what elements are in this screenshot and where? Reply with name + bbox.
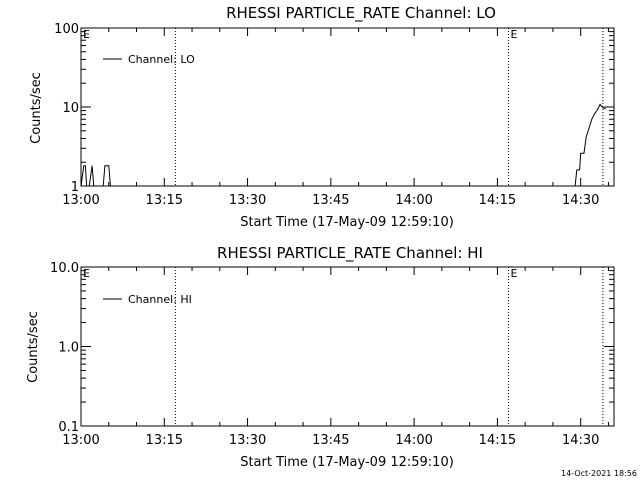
y-tick-label: 1.0 <box>58 341 79 356</box>
x-tick-label: 13:45 <box>312 433 349 448</box>
x-tick-label: 14:15 <box>479 193 516 208</box>
x-tick-label: 13:00 <box>62 433 99 448</box>
y-tick-label: 10.0 <box>50 261 79 276</box>
y-tick-label: 10 <box>62 101 79 116</box>
y-axis-label: Counts/sec <box>29 72 44 144</box>
x-tick-label: 13:15 <box>146 433 183 448</box>
x-tick-label: 13:00 <box>62 193 99 208</box>
eclipse-marker: E <box>511 267 518 280</box>
x-axis-label: Start Time (17-May-09 12:59:10) <box>240 455 454 470</box>
x-tick-label: 14:15 <box>479 433 516 448</box>
y-axis: 1 10 100 <box>54 22 614 195</box>
x-tick-label: 13:45 <box>312 193 349 208</box>
footer-date: 14-Oct-2021 18:56 <box>561 469 637 478</box>
chart-title: RHESSI PARTICLE_RATE Channel: LO <box>226 4 496 23</box>
series-lines <box>80 103 606 187</box>
legend-label: Channel: LO <box>128 53 195 66</box>
plot-frame <box>80 266 615 427</box>
y-tick-label: 0.1 <box>58 420 79 435</box>
eclipse-marker: E <box>83 28 90 41</box>
eclipse-marker: E <box>83 267 90 280</box>
x-axis-label: Start Time (17-May-09 12:59:10) <box>240 215 454 230</box>
legend: Channel: HI <box>103 293 192 306</box>
x-tick-label: 14:00 <box>395 433 432 448</box>
y-axis-label: Counts/sec <box>26 311 41 383</box>
y-axis: 0.1 1.0 10.0 <box>50 261 614 435</box>
plot-frame <box>80 27 615 187</box>
x-tick-label: 13:30 <box>229 193 266 208</box>
series-line <box>80 103 606 187</box>
chart-title: RHESSI PARTICLE_RATE Channel: HI <box>217 244 483 263</box>
legend-label: Channel: HI <box>128 293 192 306</box>
x-tick-label: 13:15 <box>146 193 183 208</box>
legend: Channel: LO <box>103 53 195 66</box>
dotted-markers <box>174 267 604 426</box>
chart-panel-lo: RHESSI PARTICLE_RATE Channel: LO 13:00 13… <box>29 4 615 230</box>
x-tick-label: 14:30 <box>562 193 599 208</box>
y-tick-label: 1 <box>71 180 79 195</box>
x-axis: 13:00 13:15 13:30 13:45 14:00 14:15 14:30 <box>62 267 609 448</box>
x-tick-label: 14:00 <box>395 193 432 208</box>
x-tick-label: 13:30 <box>229 433 266 448</box>
dotted-markers <box>174 28 604 186</box>
eclipse-marker: E <box>511 28 518 41</box>
x-tick-label: 14:30 <box>562 433 599 448</box>
y-tick-label: 100 <box>54 22 79 37</box>
chart-panel-hi: RHESSI PARTICLE_RATE Channel: HI 13:00 13… <box>26 244 615 470</box>
x-axis: 13:00 13:15 13:30 13:45 14:00 14:15 14:30 <box>62 28 609 208</box>
